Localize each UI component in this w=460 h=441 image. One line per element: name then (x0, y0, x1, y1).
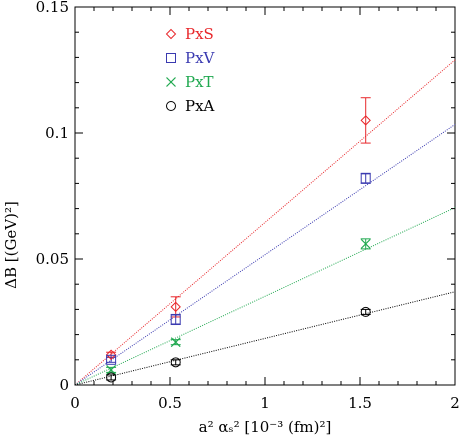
x-tick-label: 2 (450, 394, 460, 412)
legend-label-pxs: PxS (185, 25, 214, 43)
x-tick-label: 0.5 (158, 394, 182, 412)
data-point-pxt-stroke (106, 364, 117, 375)
data-point-pxa (106, 372, 117, 383)
data-point-pxt (360, 238, 371, 249)
x-tick-label: 1.5 (348, 394, 372, 412)
data-point-pxv (106, 354, 117, 365)
fit-line-pxa (74, 291, 456, 386)
legend-marker-pxa (166, 101, 176, 111)
legend-label-pxv: PxV (185, 49, 216, 67)
plot-frame (74, 6, 456, 386)
data-point-pxs (170, 301, 181, 313)
data-point-pxs (105, 349, 117, 360)
legend-label-pxa: PxA (185, 97, 215, 115)
y-axis-label: ΔB [(GeV)²] (2, 201, 20, 289)
data-point-pxt-stroke (170, 337, 181, 348)
data-point-pxv (170, 314, 181, 325)
data-point-pxt-stroke (360, 238, 371, 249)
data-point-pxt (170, 337, 181, 348)
legend-marker-pxt (166, 77, 176, 87)
x-tick-label: 0 (70, 394, 80, 412)
data-point-pxa (360, 306, 371, 317)
legend-marker-pxs (165, 28, 177, 40)
data-point-pxv (360, 173, 371, 184)
legend-marker-pxv (166, 53, 176, 63)
y-tick-label: 0.05 (36, 250, 69, 268)
fit-line-pxs (74, 59, 456, 386)
legend-marker-pxt-stroke (166, 77, 176, 87)
y-tick-label: 0 (59, 376, 69, 394)
y-tick-label: 0.1 (45, 124, 69, 142)
x-tick-label: 1 (260, 394, 270, 412)
data-point-pxs (360, 115, 371, 126)
x-axis-label: a² αₛ² [10⁻³ (fm)²] (199, 418, 332, 436)
fit-line-pxv (74, 124, 456, 386)
data-point-pxa (170, 357, 181, 368)
data-point-pxt (106, 364, 117, 375)
y-tick-label: 0.15 (36, 0, 69, 16)
fit-line-pxt (74, 207, 456, 386)
legend-label-pxt: PxT (185, 73, 214, 91)
